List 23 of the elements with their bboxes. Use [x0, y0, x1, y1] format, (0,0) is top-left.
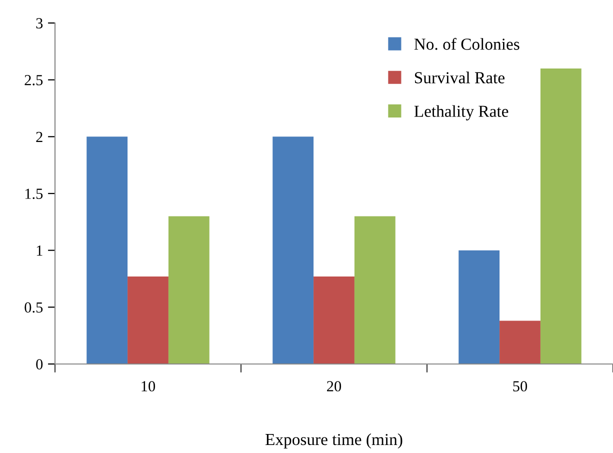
x-tick-label: 20 — [327, 381, 342, 392]
legend-label: No. of Colonies — [414, 38, 520, 50]
x-axis-title: Exposure time (min) — [266, 433, 402, 449]
bar — [500, 320, 540, 364]
legend-label: Lethality Rate — [414, 105, 508, 120]
y-tick-label: 0.5 — [24, 302, 43, 313]
y-tick-label: 1.5 — [25, 188, 43, 200]
x-tick-label: 50 — [513, 381, 528, 392]
bar — [168, 216, 210, 364]
bar — [86, 136, 128, 364]
bar — [540, 68, 582, 364]
legend-label: Survival Rate — [414, 72, 504, 84]
x-tick-label: 10 — [142, 381, 156, 392]
y-tick-label: 3 — [36, 18, 43, 28]
bar — [354, 216, 396, 364]
y-tick-label: 2 — [36, 132, 42, 142]
y-tick-label: 0 — [36, 359, 43, 370]
y-tick-label: 1 — [36, 246, 42, 256]
bar — [272, 136, 314, 364]
y-tick-label: 2.5 — [24, 75, 43, 86]
bar — [314, 276, 354, 364]
bar — [128, 276, 168, 364]
bar — [458, 250, 500, 364]
